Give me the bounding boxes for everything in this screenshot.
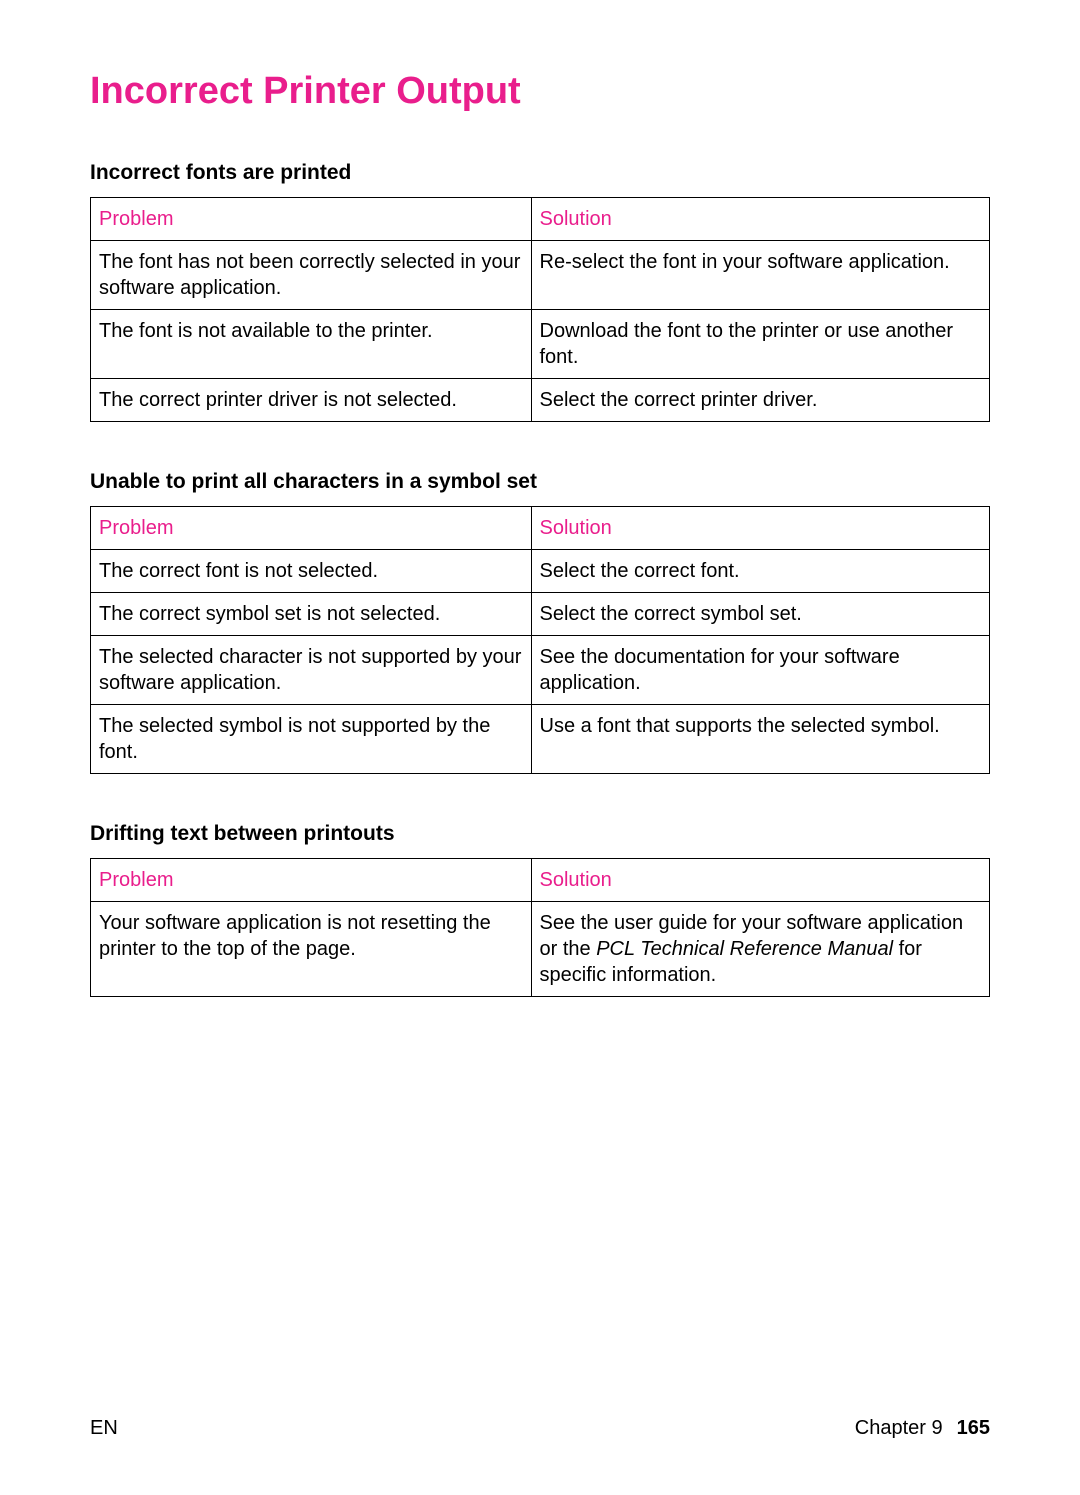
section-heading: Drifting text between printouts — [90, 822, 990, 846]
cell-problem: The selected symbol is not supported by … — [91, 705, 532, 774]
page-footer: EN Chapter 9 165 — [90, 1417, 990, 1440]
footer-right: Chapter 9 165 — [855, 1417, 990, 1440]
section-heading: Unable to print all characters in a symb… — [90, 470, 990, 494]
solution-text-italic: PCL Technical Reference Manual — [596, 938, 893, 960]
header-solution: Solution — [531, 198, 990, 241]
cell-solution: Re-select the font in your software appl… — [531, 241, 990, 310]
cell-solution: Use a font that supports the selected sy… — [531, 705, 990, 774]
trouble-table: Problem Solution The font has not been c… — [90, 197, 990, 422]
trouble-table: Problem Solution The correct font is not… — [90, 506, 990, 774]
section-heading: Incorrect fonts are printed — [90, 161, 990, 185]
cell-solution: Select the correct printer driver. — [531, 379, 990, 422]
cell-problem: The selected character is not supported … — [91, 636, 532, 705]
table-header-row: Problem Solution — [91, 198, 990, 241]
header-problem: Problem — [91, 859, 532, 902]
cell-problem: Your software application is not resetti… — [91, 902, 532, 997]
cell-problem: The font is not available to the printer… — [91, 310, 532, 379]
table-row: The correct font is not selected. Select… — [91, 550, 990, 593]
cell-solution: Select the correct symbol set. — [531, 593, 990, 636]
table-row: The font is not available to the printer… — [91, 310, 990, 379]
section-incorrect-fonts: Incorrect fonts are printed Problem Solu… — [90, 161, 990, 422]
header-problem: Problem — [91, 198, 532, 241]
footer-chapter: Chapter 9 — [855, 1417, 943, 1439]
section-drifting-text: Drifting text between printouts Problem … — [90, 822, 990, 997]
table-header-row: Problem Solution — [91, 859, 990, 902]
cell-solution: See the user guide for your software app… — [531, 902, 990, 997]
cell-solution: Select the correct font. — [531, 550, 990, 593]
cell-problem: The correct symbol set is not selected. — [91, 593, 532, 636]
table-row: The selected symbol is not supported by … — [91, 705, 990, 774]
table-row: Your software application is not resetti… — [91, 902, 990, 997]
trouble-table: Problem Solution Your software applicati… — [90, 858, 990, 997]
cell-problem: The font has not been correctly selected… — [91, 241, 532, 310]
header-problem: Problem — [91, 507, 532, 550]
footer-page-number: 165 — [957, 1417, 990, 1439]
table-row: The font has not been correctly selected… — [91, 241, 990, 310]
header-solution: Solution — [531, 859, 990, 902]
section-symbol-set: Unable to print all characters in a symb… — [90, 470, 990, 774]
cell-problem: The correct printer driver is not select… — [91, 379, 532, 422]
table-row: The selected character is not supported … — [91, 636, 990, 705]
table-row: The correct symbol set is not selected. … — [91, 593, 990, 636]
cell-problem: The correct font is not selected. — [91, 550, 532, 593]
cell-solution: See the documentation for your software … — [531, 636, 990, 705]
page-title: Incorrect Printer Output — [90, 70, 990, 113]
header-solution: Solution — [531, 507, 990, 550]
table-row: The correct printer driver is not select… — [91, 379, 990, 422]
cell-solution: Download the font to the printer or use … — [531, 310, 990, 379]
footer-left: EN — [90, 1417, 118, 1440]
table-header-row: Problem Solution — [91, 507, 990, 550]
